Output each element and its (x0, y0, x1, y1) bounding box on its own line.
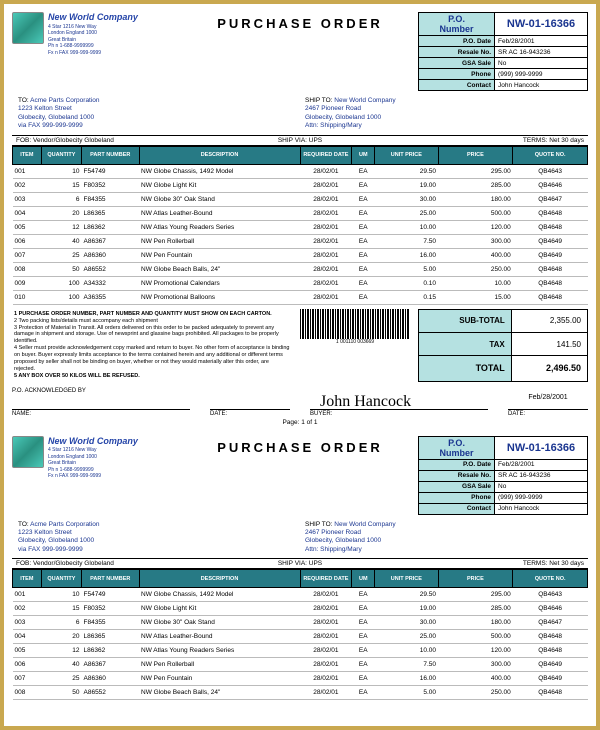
po-info-table: P.O.NumberNW-01-16366 P.O. DateFeb/28/20… (418, 12, 588, 91)
purchase-order-1: New World Company 4 Star 1216 New Way Lo… (12, 12, 588, 426)
item-row: 00640A86367NW Pen Rollerball28/02/01EA7.… (13, 234, 588, 248)
item-row: 00420L86365NW Atlas Leather-Bound28/02/0… (13, 206, 588, 220)
signature-row: P.O. ACKNOWLEDGED BYNAME: DATE: John Han… (12, 388, 588, 417)
to-address: TO: Acme Parts Corporation 1223 Kelton S… (18, 97, 295, 131)
item-row: 00512L86362NW Atlas Young Readers Series… (13, 644, 588, 658)
col-header: PART NUMBER (82, 146, 140, 164)
items-table: ITEMQUANTITYPART NUMBERDESCRIPTIONREQUIR… (12, 146, 588, 305)
meta-row: FOB: Vendor/Globecity Globeland SHIP VIA… (12, 135, 588, 146)
company-logo (12, 436, 44, 468)
purchase-order-2: New World Company 4 Star 1216 New Way Lo… (12, 436, 588, 701)
item-row: 00725A86360NW Pen Fountain28/02/01EA16.0… (13, 248, 588, 262)
po-number: NW-01-16366 (495, 13, 588, 36)
po-date: Feb/28/2001 (495, 36, 588, 47)
item-row: 00640A86367NW Pen Rollerball28/02/01EA7.… (13, 658, 588, 672)
page-number: Page: 1 of 1 (12, 419, 588, 426)
item-row: 00420L86365NW Atlas Leather-Bound28/02/0… (13, 630, 588, 644)
col-header: DESCRIPTION (139, 570, 300, 588)
item-row: 00110F54749NW Globe Chassis, 1492 Model2… (13, 164, 588, 178)
header-company: New World Company 4 Star 1216 New Way Lo… (12, 12, 182, 91)
col-header: ITEM (13, 570, 42, 588)
company-logo (12, 12, 44, 44)
resale-no: SR AC 16-943236 (495, 47, 588, 58)
item-row: 00110F54749NW Globe Chassis, 1492 Model2… (13, 588, 588, 602)
col-header: UNIT PRICE (375, 570, 438, 588)
col-header: PRICE (438, 570, 513, 588)
total: 2,496.50 (511, 356, 587, 381)
col-header: QUANTITY (41, 570, 81, 588)
ship-via: SHIP VIA: UPS (205, 137, 394, 144)
company-name: New World Company (48, 12, 138, 23)
col-header: UM (352, 146, 375, 164)
buyer-signature: John Hancock (320, 393, 411, 411)
ship-to-address: SHIP TO: New World Company 2467 Pioneer … (305, 97, 582, 131)
po-title: PURCHASE ORDER (186, 16, 414, 31)
item-row: 00850A86552NW Globe Beach Balls, 24"28/0… (13, 686, 588, 700)
contact: John Hancock (495, 80, 588, 91)
subtotal: 2,355.00 (511, 309, 587, 332)
fob: FOB: Vendor/Globecity Globeland (16, 137, 205, 144)
item-row: 00512L86362NW Atlas Young Readers Series… (13, 220, 588, 234)
col-header: PRICE (438, 146, 513, 164)
company-address: 4 Star 1216 New Way London England 1000 … (48, 24, 138, 57)
col-header: UM (352, 570, 375, 588)
item-row: 010100A36355NW Promotional Balloons28/02… (13, 290, 588, 304)
item-row: 00725A86360NW Pen Fountain28/02/01EA16.0… (13, 672, 588, 686)
col-header: REQUIRED DATE (300, 146, 352, 164)
col-header: UNIT PRICE (375, 146, 438, 164)
item-row: 00215F80352NW Globe Light Kit28/02/01EA1… (13, 602, 588, 616)
item-row: 0036F84355NW Globe 30" Oak Stand28/02/01… (13, 192, 588, 206)
col-header: REQUIRED DATE (300, 570, 352, 588)
gsa-sale: No (495, 58, 588, 69)
item-row: 0036F84355NW Globe 30" Oak Stand28/02/01… (13, 616, 588, 630)
tax: 141.50 (511, 333, 587, 356)
item-row: 00850A86552NW Globe Beach Balls, 24"28/0… (13, 262, 588, 276)
col-header: QUOTE NO. (513, 146, 588, 164)
terms-block: 1 PURCHASE ORDER NUMBER, PART NUMBER AND… (12, 309, 292, 382)
col-header: QUANTITY (41, 146, 81, 164)
col-header: DESCRIPTION (139, 146, 300, 164)
totals-table: SUB-TOTAL2,355.00 TAX141.50 TOTAL2,496.5… (418, 309, 588, 382)
col-header: QUOTE NO. (513, 570, 588, 588)
item-row: 009100A34332NW Promotional Calendars28/0… (13, 276, 588, 290)
col-header: ITEM (13, 146, 42, 164)
terms: TERMS: Net 30 days (395, 137, 584, 144)
item-row: 00215F80352NW Globe Light Kit28/02/01EA1… (13, 178, 588, 192)
barcode: 1 001110 003669 (300, 309, 410, 382)
col-header: PART NUMBER (82, 570, 140, 588)
phone: (999) 999-9999 (495, 69, 588, 80)
